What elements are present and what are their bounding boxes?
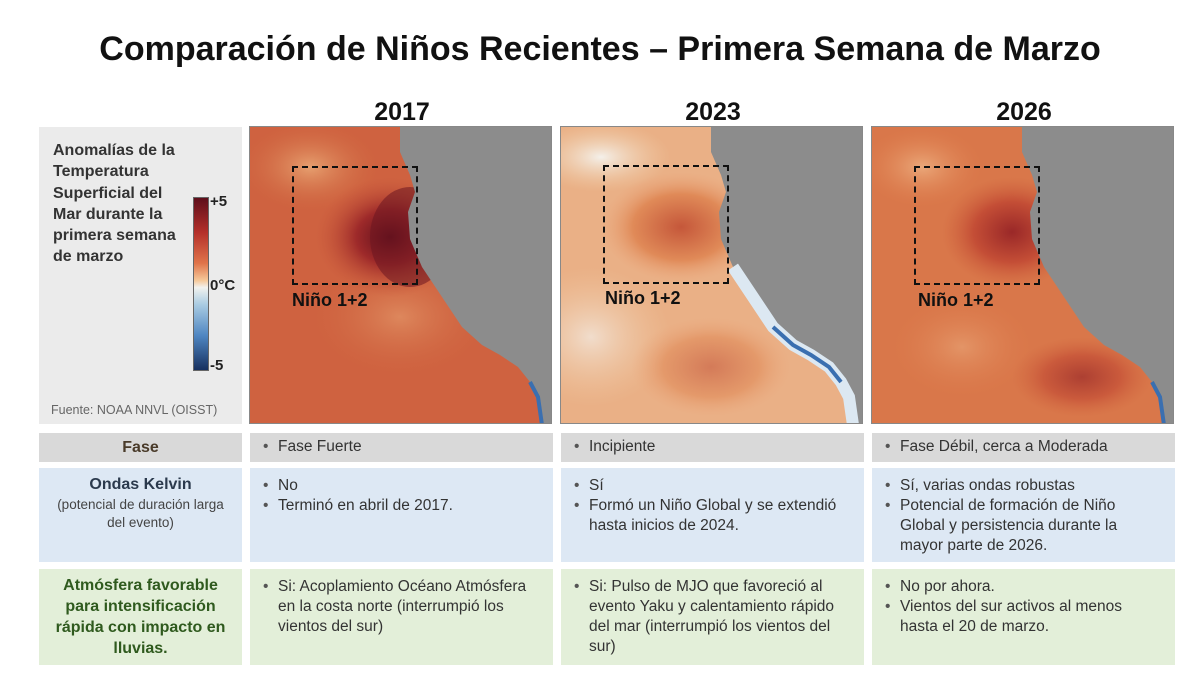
source-credit: Fuente: NOAA NNVL (OISST) [51, 403, 218, 417]
atmosfera-item: No por ahora. [882, 577, 1163, 597]
kelvin-item: Sí, varias ondas robustas [882, 476, 1163, 496]
legend-description: Anomalías de la Temperatura Superficial … [53, 142, 176, 266]
nino12-box-2026 [914, 166, 1040, 285]
colorbar-max-label: +5 [210, 193, 228, 210]
fase-item: Fase Débil, cerca a Moderada [882, 437, 1163, 457]
sst-map-2017: Niño 1+2 [249, 126, 552, 424]
row-label-atmosfera: Atmósfera favorable para intensificación… [39, 569, 242, 665]
atmosfera-cell-2026: No por ahora. Vientos del sur activos al… [872, 569, 1175, 665]
kelvin-cell-2017: No Terminó en abril de 2017. [250, 468, 553, 562]
atmosfera-cell-2017: Si: Acoplamiento Océano Atmósfera en la … [250, 569, 553, 665]
atmosfera-list-2017: Si: Acoplamiento Océano Atmósfera en la … [260, 577, 541, 637]
fase-cell-2023: Incipiente [561, 433, 864, 462]
fase-list-2017: Fase Fuerte [260, 437, 541, 457]
atmosfera-item: Si: Pulso de MJO que favoreció al evento… [571, 577, 852, 657]
nino12-label-2026: Niño 1+2 [918, 290, 994, 310]
kelvin-subtitle: (potencial de duración larga del evento) [57, 497, 224, 530]
nino12-label-2023: Niño 1+2 [605, 288, 681, 308]
nino12-box-2023 [603, 165, 729, 284]
kelvin-cell-2023: Sí Formó un Niño Global y se extendió ha… [561, 468, 864, 562]
sst-map-2026: Niño 1+2 [871, 126, 1174, 424]
nino12-label-2017: Niño 1+2 [292, 290, 368, 310]
atmosfera-list-2023: Si: Pulso de MJO que favoreció al evento… [571, 577, 852, 657]
kelvin-item: Terminó en abril de 2017. [260, 496, 541, 516]
nino12-box-2017 [292, 166, 418, 285]
kelvin-item: Formó un Niño Global y se extendió hasta… [571, 496, 852, 536]
kelvin-item: Sí [571, 476, 852, 496]
atmosfera-cell-2023: Si: Pulso de MJO que favoreció al evento… [561, 569, 864, 665]
fase-list-2026: Fase Débil, cerca a Moderada [882, 437, 1163, 457]
fase-cell-2017: Fase Fuerte [250, 433, 553, 462]
kelvin-cell-2026: Sí, varias ondas robustas Potencial de f… [872, 468, 1175, 562]
fase-item: Fase Fuerte [260, 437, 541, 457]
year-header-3: 2026 [996, 98, 1052, 126]
row-label-kelvin: Ondas Kelvin (potencial de duración larg… [39, 468, 242, 562]
page-title: Comparación de Niños Recientes – Primera… [99, 30, 1101, 68]
colorbar-mid-label: 0°C [210, 277, 236, 294]
year-header-2: 2023 [685, 98, 741, 126]
year-header-1: 2017 [374, 98, 430, 126]
colorbar [193, 197, 209, 371]
legend-panel: Anomalías de la Temperatura Superficial … [39, 127, 242, 424]
kelvin-list-2026: Sí, varias ondas robustas Potencial de f… [882, 476, 1163, 556]
kelvin-list-2023: Sí Formó un Niño Global y se extendió ha… [571, 476, 852, 536]
kelvin-title: Ondas Kelvin [89, 476, 192, 493]
atmosfera-list-2026: No por ahora. Vientos del sur activos al… [882, 577, 1163, 637]
kelvin-item: No [260, 476, 541, 496]
atmosfera-item: Vientos del sur activos al menos hasta e… [882, 597, 1163, 637]
row-label-fase: Fase [39, 433, 242, 462]
colorbar-min-label: -5 [210, 357, 224, 374]
kelvin-list-2017: No Terminó en abril de 2017. [260, 476, 541, 516]
fase-cell-2026: Fase Débil, cerca a Moderada [872, 433, 1175, 462]
sst-map-2023: Niño 1+2 [560, 126, 863, 424]
atmosfera-item: Si: Acoplamiento Océano Atmósfera en la … [260, 577, 541, 637]
fase-item: Incipiente [571, 437, 852, 457]
kelvin-item: Potencial de formación de Niño Global y … [882, 496, 1163, 556]
fase-list-2023: Incipiente [571, 437, 852, 457]
